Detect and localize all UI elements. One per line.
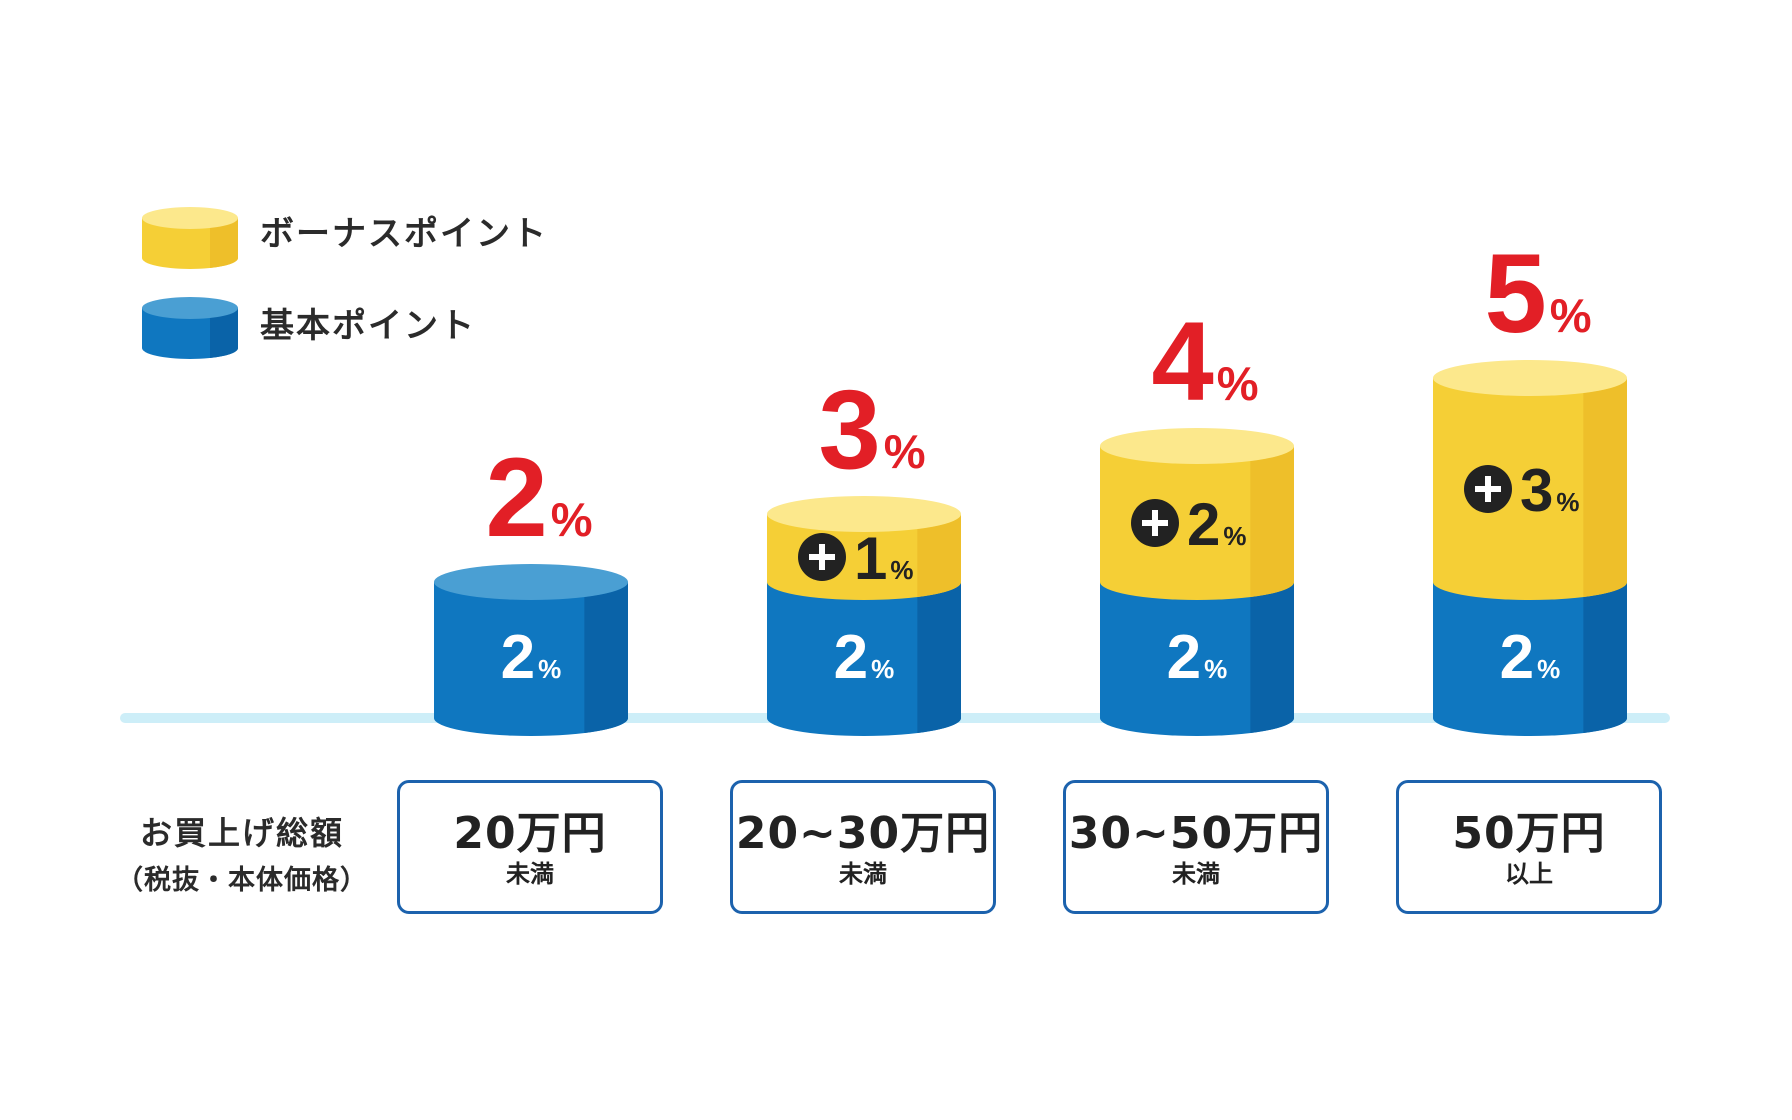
total-value-label: 5% (1484, 231, 1591, 356)
value-number: 4 (1151, 299, 1213, 424)
bonus-value-text: 1% (854, 525, 914, 592)
base-segment-shade (1250, 582, 1294, 734)
bonus-value-text: 3% (1520, 457, 1580, 524)
value-number: 2 (834, 623, 868, 692)
base-value-label: 2% (1500, 623, 1561, 692)
base-value-label: 2% (501, 623, 562, 692)
base-segment-shade (584, 582, 628, 734)
icon-shade (210, 218, 238, 268)
bar-top (1433, 360, 1627, 396)
icon-shade (210, 308, 238, 358)
legend-base-icon (142, 297, 238, 359)
plus-v (1152, 510, 1158, 536)
value-number: 2 (501, 623, 535, 692)
legend-base-label: 基本ポイント (260, 306, 476, 346)
percent-sign: % (884, 425, 926, 478)
percent-sign: % (1556, 487, 1579, 517)
base-segment (767, 582, 961, 736)
base-segment-shade (917, 582, 961, 734)
bar-4: 2 %3 %5% (1433, 231, 1627, 736)
icon-top (142, 207, 238, 229)
purchase-total-title: お買上げ総額 (139, 814, 344, 852)
value-number: 2 (1500, 623, 1534, 692)
base-value-label: 2% (834, 623, 895, 692)
bonus-value-label: 3% (1464, 457, 1580, 524)
percent-sign: % (538, 654, 561, 684)
value-number: 3 (1520, 457, 1553, 524)
value-number: 2 (1167, 623, 1201, 692)
bonus-value-text: 2% (1187, 491, 1247, 558)
range-amount: 50万円 (1452, 808, 1606, 859)
value-number: 3 (818, 367, 880, 492)
plus-v (819, 544, 825, 570)
value-number: 2 (485, 435, 547, 560)
bar-top (767, 496, 961, 532)
range-qualifier: 未満 (839, 860, 887, 888)
base-segment (434, 582, 628, 736)
bonus-value-label: 2% (1131, 491, 1247, 558)
base-segment (1433, 582, 1627, 736)
bar-top (1100, 428, 1294, 464)
bonus-segment-shade (1250, 446, 1294, 598)
percent-sign: % (1537, 654, 1560, 684)
range-amount: 20~30万円 (735, 808, 991, 859)
bar-3: 2 %2 %4% (1100, 299, 1294, 736)
total-value-label: 3% (818, 367, 925, 492)
range-box-2: 20~30万円 未満 (730, 780, 996, 914)
bonus-value-label: 1% (798, 525, 914, 592)
range-box-3: 30~50万円 未満 (1063, 780, 1329, 914)
percent-sign: % (871, 654, 894, 684)
value-number: 5 (1484, 231, 1546, 356)
range-qualifier: 以上 (1505, 860, 1553, 888)
bar-top (434, 564, 628, 600)
bar-1: 2 %2% (434, 435, 628, 736)
percent-sign: % (1223, 521, 1246, 551)
range-box-4: 50万円 以上 (1396, 780, 1662, 914)
total-value-label: 4% (1151, 299, 1258, 424)
purchase-total-note: （税抜・本体価格） (116, 865, 368, 896)
range-amount: 30~50万円 (1068, 808, 1324, 859)
base-value-label: 2% (1167, 623, 1228, 692)
bar-2: 2 %1 %3% (767, 367, 961, 736)
base-segment (1100, 582, 1294, 736)
percent-sign: % (1550, 289, 1592, 342)
plus-v (1485, 476, 1491, 502)
range-qualifier: 未満 (506, 860, 554, 888)
total-value-label: 2% (485, 435, 592, 560)
icon-top (142, 297, 238, 319)
value-number: 1 (854, 525, 887, 592)
percent-sign: % (1217, 357, 1259, 410)
legend-bonus-label: ボーナスポイント (260, 214, 548, 254)
legend-bonus-icon (142, 207, 238, 269)
percent-sign: % (551, 493, 593, 546)
bonus-segment-shade (1583, 378, 1627, 598)
bonus-segment (1433, 378, 1627, 600)
base-segment-shade (1583, 582, 1627, 734)
percent-sign: % (1204, 654, 1227, 684)
range-box-1: 20万円 未満 (397, 780, 663, 914)
value-number: 2 (1187, 491, 1220, 558)
range-qualifier: 未満 (1172, 860, 1220, 888)
bonus-segment (1100, 446, 1294, 600)
percent-sign: % (890, 555, 913, 585)
bonus-segment-shade (917, 514, 961, 598)
purchase-total-label: お買上げ総額 （税抜・本体価格） (112, 808, 372, 897)
range-amount: 20万円 (453, 808, 607, 859)
